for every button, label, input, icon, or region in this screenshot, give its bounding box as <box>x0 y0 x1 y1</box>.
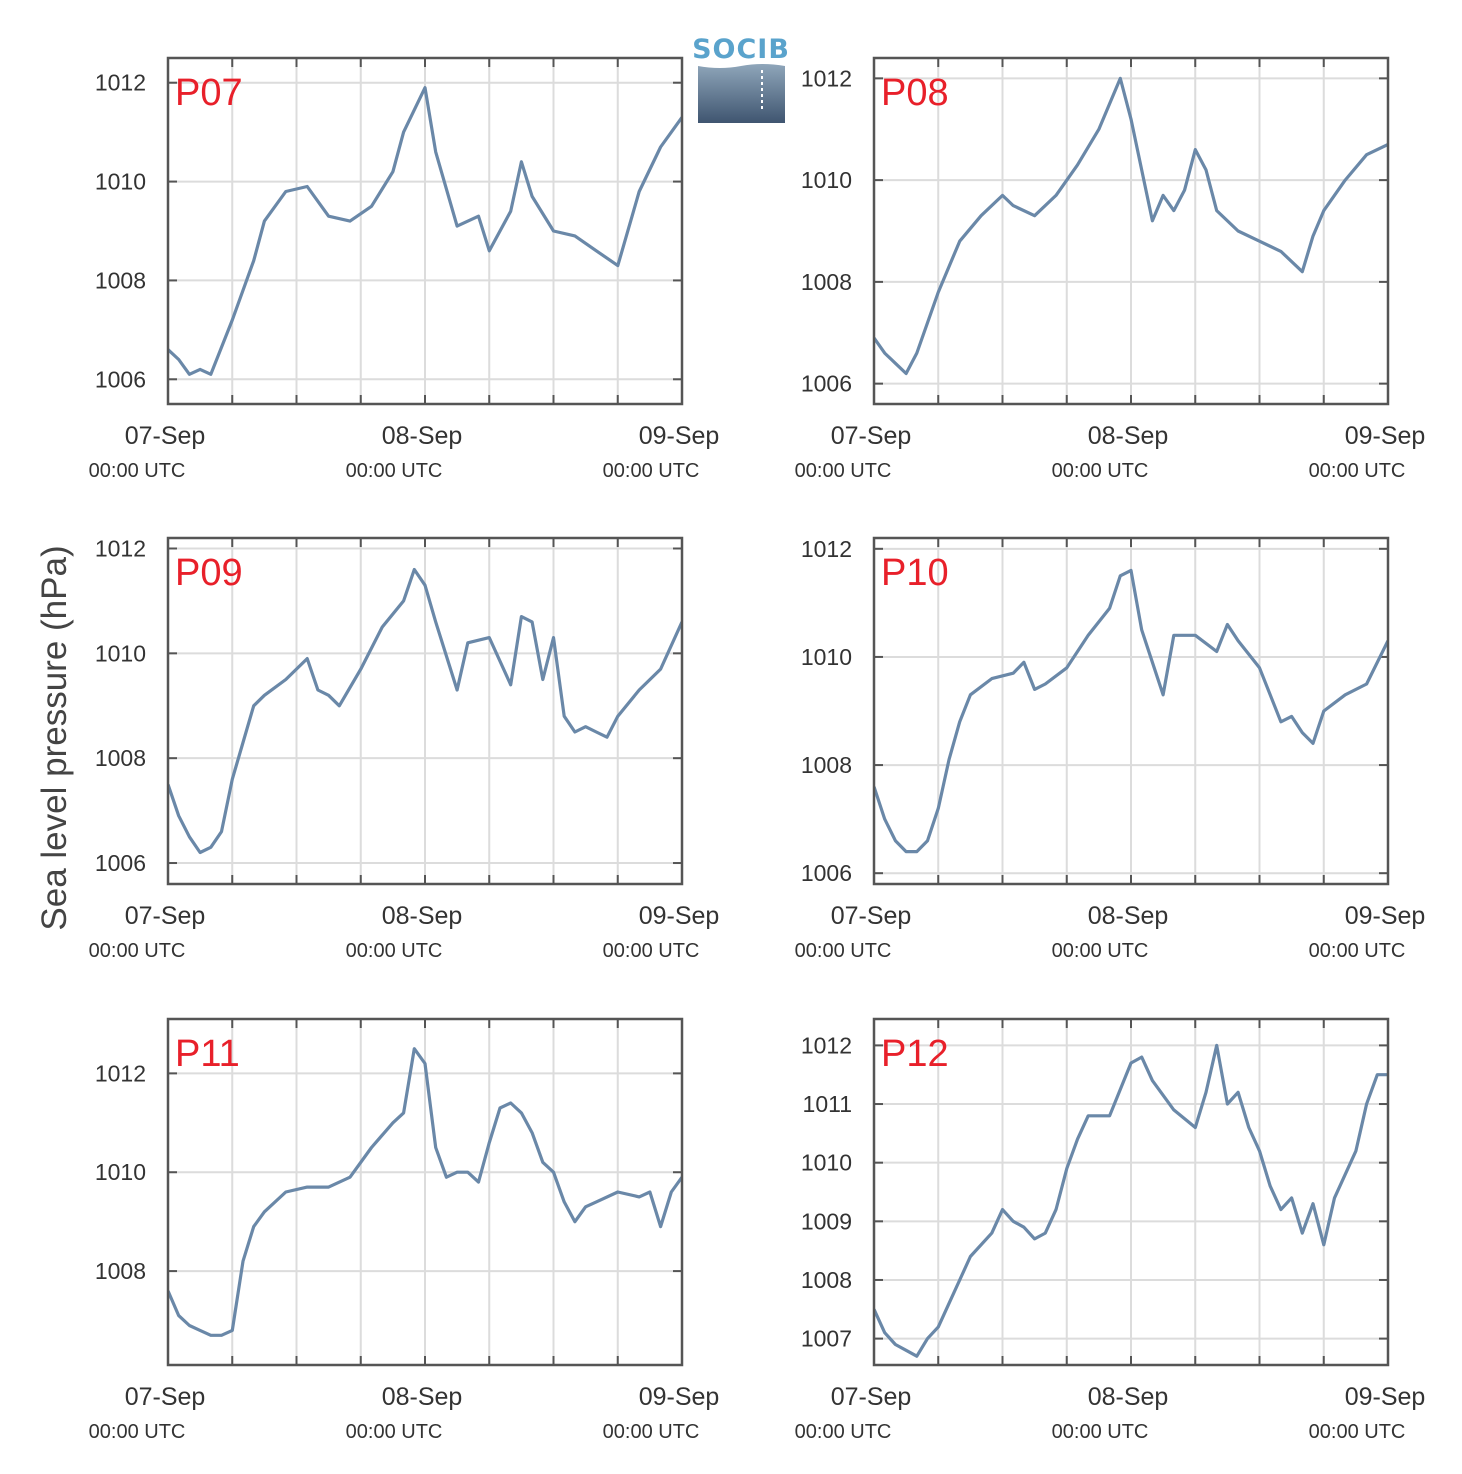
series-line-p12 <box>874 1043 1388 1358</box>
y-tick-label: 1006 <box>95 366 146 392</box>
y-tick-label: 1008 <box>801 269 852 295</box>
series-line-p08 <box>874 76 1388 376</box>
panel-label: P11 <box>175 1033 240 1075</box>
panel-label: P12 <box>881 1033 949 1075</box>
x-tick-date-label: 07-Sep <box>125 902 206 930</box>
x-tick-date-label: 07-Sep <box>831 422 912 450</box>
series-line-p10 <box>874 568 1388 854</box>
y-tick-label: 1010 <box>95 1159 146 1185</box>
x-tick-date-label: 07-Sep <box>831 1383 912 1411</box>
x-tick-time-label: 00:00 UTC <box>1052 940 1149 962</box>
socib-logo-text: SOCIB <box>692 34 790 65</box>
x-tick-time-label: 00:00 UTC <box>346 1421 443 1443</box>
y-tick-label: 1008 <box>95 267 146 293</box>
socib-logo-wave <box>698 64 785 123</box>
x-tick-date-label: 08-Sep <box>1088 902 1169 930</box>
y-tick-label: 1012 <box>801 536 852 562</box>
y-tick-label: 1006 <box>801 860 852 886</box>
y-tick-label: 1010 <box>801 644 852 670</box>
x-tick-time-label: 00:00 UTC <box>89 1421 186 1443</box>
y-tick-label: 1008 <box>801 752 852 778</box>
socib-logo: SOCIB <box>692 34 790 123</box>
x-tick-date-label: 08-Sep <box>382 422 463 450</box>
x-tick-time-label: 00:00 UTC <box>1309 1421 1406 1443</box>
x-tick-date-label: 09-Sep <box>1345 422 1426 450</box>
x-tick-date-label: 09-Sep <box>639 1383 720 1411</box>
y-tick-label: 1006 <box>95 850 146 876</box>
y-tick-label: 1011 <box>803 1091 852 1117</box>
y-tick-label: 1012 <box>801 65 852 91</box>
series-line-p09 <box>168 567 682 855</box>
chart-panel-p11: 1008 1010 1012 07-Sep 00:00 UTC 08-Sep 00:00 U… <box>89 1017 720 1443</box>
panel-label: P10 <box>881 552 949 594</box>
panel-grid: 1006 1008 1010 1012 07-Sep 00:00 UTC 08-Sep 00:… <box>89 56 1426 1443</box>
x-tick-date-label: 09-Sep <box>639 902 720 930</box>
x-tick-date-label: 08-Sep <box>382 902 463 930</box>
x-tick-time-label: 00:00 UTC <box>346 940 443 962</box>
panel-label: P08 <box>881 72 949 114</box>
x-tick-time-label: 00:00 UTC <box>603 460 700 482</box>
y-tick-label: 1010 <box>95 169 146 195</box>
y-tick-label: 1012 <box>95 1060 146 1086</box>
x-tick-time-label: 00:00 UTC <box>1052 460 1149 482</box>
x-tick-time-label: 00:00 UTC <box>795 940 892 962</box>
x-tick-time-label: 00:00 UTC <box>89 460 186 482</box>
y-tick-label: 1012 <box>95 70 146 96</box>
x-tick-time-label: 00:00 UTC <box>795 1421 892 1443</box>
panel-label: P07 <box>175 72 243 114</box>
plot-frame <box>872 1017 1390 1367</box>
chart-panel-p12: 1007 1008 1009 1010 1011 1012 07-Sep 00:00 UTC 0… <box>795 1017 1426 1443</box>
x-tick-date-label: 09-Sep <box>639 422 720 450</box>
series-line-p11 <box>168 1047 682 1337</box>
x-tick-date-label: 08-Sep <box>1088 422 1169 450</box>
x-tick-time-label: 00:00 UTC <box>89 940 186 962</box>
plot-frame <box>166 1017 684 1367</box>
x-tick-date-label: 07-Sep <box>125 422 206 450</box>
y-tick-label: 1010 <box>801 167 852 193</box>
chart-panel-p10: 1006 1008 1010 1012 07-Sep 00:00 UTC 08-Sep 00:… <box>795 536 1426 962</box>
y-tick-label: 1010 <box>801 1150 852 1176</box>
x-tick-time-label: 00:00 UTC <box>603 1421 700 1443</box>
x-tick-time-label: 00:00 UTC <box>1309 940 1406 962</box>
chart-panel-p08: 1006 1008 1010 1012 07-Sep 00:00 UTC 08-Sep 00:… <box>795 56 1426 482</box>
y-tick-label: 1008 <box>95 745 146 771</box>
chart-panel-p07: 1006 1008 1010 1012 07-Sep 00:00 UTC 08-Sep 00:… <box>89 56 720 482</box>
x-tick-date-label: 08-Sep <box>382 1383 463 1411</box>
x-tick-time-label: 00:00 UTC <box>795 460 892 482</box>
plot-frame <box>872 536 1390 886</box>
x-tick-date-label: 09-Sep <box>1345 1383 1426 1411</box>
x-tick-date-label: 08-Sep <box>1088 1383 1169 1411</box>
y-tick-label: 1008 <box>801 1267 852 1293</box>
y-axis-title: Sea level pressure (hPa) <box>35 545 74 930</box>
y-tick-label: 1009 <box>801 1208 852 1234</box>
y-tick-label: 1010 <box>95 640 146 666</box>
y-tick-label: 1012 <box>801 1032 852 1058</box>
series-line-p07 <box>168 86 682 376</box>
plot-frame <box>872 56 1390 406</box>
y-tick-label: 1012 <box>95 535 146 561</box>
y-tick-label: 1007 <box>801 1326 852 1352</box>
x-tick-time-label: 00:00 UTC <box>603 940 700 962</box>
x-tick-date-label: 07-Sep <box>831 902 912 930</box>
x-tick-time-label: 00:00 UTC <box>346 460 443 482</box>
panel-label: P09 <box>175 552 243 594</box>
x-tick-time-label: 00:00 UTC <box>1052 1421 1149 1443</box>
x-tick-date-label: 07-Sep <box>125 1383 206 1411</box>
x-tick-date-label: 09-Sep <box>1345 902 1426 930</box>
chart-panel-p09: 1006 1008 1010 1012 07-Sep 00:00 UTC 08-Sep 00:… <box>89 535 720 962</box>
plot-frame <box>166 536 684 886</box>
plot-frame <box>166 56 684 406</box>
x-tick-time-label: 00:00 UTC <box>1309 460 1406 482</box>
y-tick-label: 1008 <box>95 1258 146 1284</box>
y-tick-label: 1006 <box>801 371 852 397</box>
